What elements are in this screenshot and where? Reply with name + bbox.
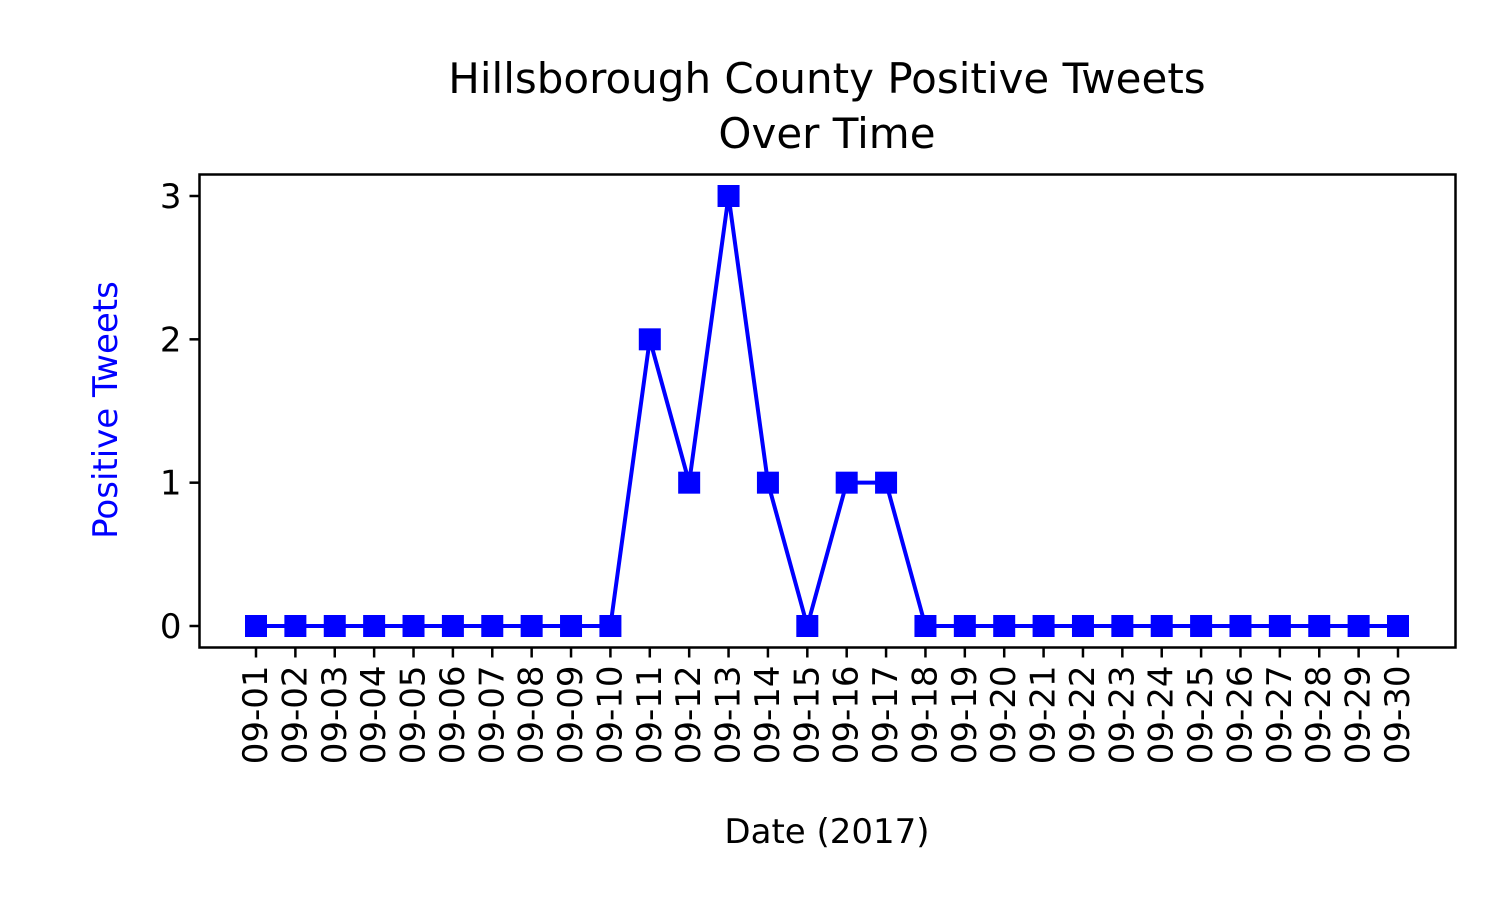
x-tick-label: 09-06 [433, 666, 473, 765]
plot-area-frame [198, 173, 1457, 649]
x-tick-label: 09-03 [315, 666, 355, 765]
data-point-marker [875, 471, 898, 494]
data-point-marker [363, 615, 386, 637]
x-tick-label: 09-05 [394, 666, 434, 765]
data-point-marker [481, 615, 504, 637]
data-point-marker [1032, 615, 1055, 637]
x-tick-label: 09-07 [472, 666, 512, 765]
data-point-marker [560, 615, 583, 637]
x-tick-label: 09-29 [1339, 666, 1379, 765]
x-tick-label: 09-15 [787, 666, 827, 765]
data-point-marker [441, 615, 464, 637]
x-tick-label: 09-30 [1378, 666, 1418, 765]
data-point-marker [1071, 615, 1094, 637]
data-point-marker [796, 615, 819, 637]
data-point-marker [1229, 615, 1252, 637]
y-tick-label: 0 [160, 607, 182, 647]
x-tick-label: 09-22 [1063, 666, 1103, 765]
y-axis-label: Positive Tweets [86, 281, 126, 539]
y-tick-label: 2 [160, 320, 182, 360]
x-tick-label: 09-01 [236, 666, 276, 765]
data-series [245, 185, 1409, 637]
data-point-marker [914, 615, 937, 637]
data-point-marker [599, 615, 622, 637]
data-point-marker [993, 615, 1016, 637]
data-point-marker [678, 471, 701, 494]
x-tick-label: 09-13 [709, 666, 749, 765]
x-tick-label: 09-14 [748, 666, 788, 765]
data-point-marker [1268, 615, 1291, 637]
series-line [256, 194, 1398, 628]
x-tick-label: 09-10 [590, 666, 630, 765]
data-point-marker [756, 471, 779, 494]
data-point-marker [1347, 615, 1370, 637]
data-point-marker [284, 615, 307, 637]
y-tick-label: 1 [160, 464, 182, 504]
x-tick-label: 09-18 [905, 665, 945, 764]
data-point-marker [1111, 615, 1134, 637]
data-point-marker [1387, 615, 1409, 637]
data-point-marker [402, 615, 425, 637]
x-axis-label: Date (2017) [724, 812, 929, 852]
x-tick-label: 09-12 [669, 666, 709, 765]
x-tick-label: 09-23 [1102, 666, 1142, 765]
x-tick-label: 09-25 [1181, 666, 1221, 765]
data-point-marker [323, 615, 346, 637]
y-axis: 0 1 2 3 [160, 177, 200, 647]
x-tick-label: 09-04 [354, 666, 394, 765]
data-point-marker [1190, 615, 1213, 637]
x-tick-label: 09-08 [512, 666, 552, 765]
x-tick-label: 09-27 [1260, 666, 1300, 765]
x-tick-label: 09-09 [551, 666, 591, 765]
x-tick-label: 09-20 [984, 666, 1024, 765]
data-point-marker [835, 471, 858, 494]
x-tick-label: 09-28 [1299, 666, 1339, 765]
x-axis: 09-01 09-02 09-03 09-04 09-05 09-06 09-07 09-08… [236, 647, 1418, 765]
data-point-marker [1308, 615, 1331, 637]
x-tick-label: 09-17 [866, 666, 906, 765]
data-point-marker [520, 615, 543, 637]
x-tick-label: 09-21 [1024, 666, 1064, 765]
data-point-marker [1150, 615, 1173, 637]
x-tick-label: 09-24 [1142, 666, 1182, 765]
y-tick-label: 3 [160, 177, 182, 217]
chart-title-line-2: Over Time [718, 109, 935, 158]
x-tick-label: 09-16 [827, 666, 867, 765]
chart-title-line-1: Hillsborough County Positive Tweets [448, 54, 1205, 103]
x-tick-label: 09-19 [945, 666, 985, 765]
data-point-marker [953, 615, 976, 637]
data-point-marker [638, 328, 661, 351]
data-point-marker [717, 185, 740, 207]
x-tick-label: 09-02 [275, 666, 315, 765]
x-tick-label: 09-11 [630, 666, 670, 765]
x-tick-label: 09-26 [1220, 666, 1260, 765]
data-point-marker [245, 615, 267, 637]
